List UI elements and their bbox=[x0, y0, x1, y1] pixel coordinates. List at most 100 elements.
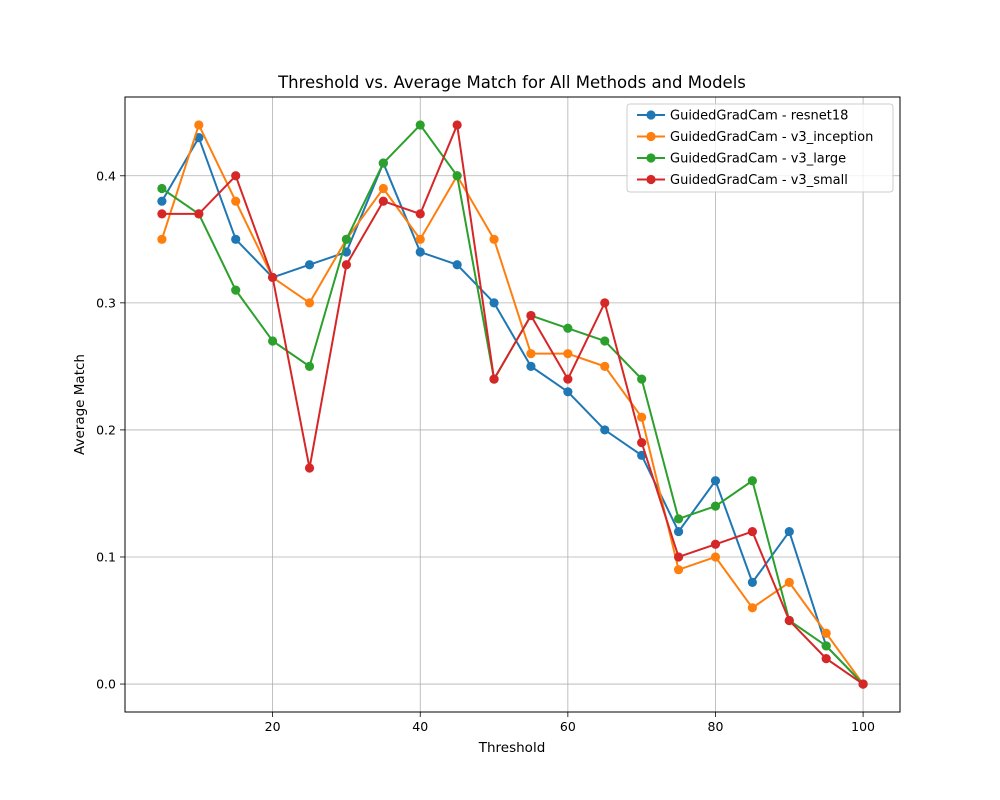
data-point bbox=[563, 323, 573, 333]
data-point bbox=[489, 298, 499, 308]
data-point bbox=[341, 234, 352, 244]
data-point bbox=[563, 374, 573, 384]
legend-item: GuidedGradCam - resnet18 bbox=[637, 109, 848, 124]
data-point bbox=[489, 374, 499, 384]
data-point bbox=[231, 171, 241, 181]
series-line bbox=[161, 123, 864, 685]
data-point bbox=[415, 209, 425, 219]
data-point bbox=[452, 260, 462, 270]
data-point bbox=[194, 133, 204, 143]
data-point bbox=[157, 234, 167, 244]
data-point bbox=[452, 120, 462, 130]
data-point bbox=[341, 260, 352, 270]
legend-label: GuidedGradCam - v3_inception bbox=[670, 130, 873, 145]
data-point bbox=[600, 361, 610, 371]
data-point bbox=[600, 336, 610, 346]
x-tick-label: 40 bbox=[412, 719, 428, 734]
data-point bbox=[157, 183, 167, 194]
data-point bbox=[710, 539, 721, 549]
y-axis-label: Average Match bbox=[72, 354, 88, 455]
data-point bbox=[821, 654, 831, 664]
series-4 bbox=[157, 120, 868, 689]
data-point bbox=[563, 387, 573, 397]
data-point bbox=[157, 209, 167, 219]
legend-marker bbox=[646, 174, 656, 185]
data-point bbox=[637, 412, 647, 422]
data-point bbox=[526, 349, 536, 359]
data-point bbox=[784, 526, 794, 537]
plot-frame bbox=[124, 96, 901, 713]
x-axis-label: Threshold bbox=[478, 740, 546, 756]
data-point bbox=[268, 336, 278, 346]
data-point bbox=[821, 628, 831, 638]
legend-label: GuidedGradCam - v3_large bbox=[670, 152, 846, 167]
data-point bbox=[637, 374, 647, 384]
data-point bbox=[231, 196, 241, 206]
legend-marker bbox=[646, 110, 656, 120]
data-point bbox=[231, 285, 241, 295]
data-point bbox=[526, 361, 536, 371]
chart-title: Threshold vs. Average Match for All Meth… bbox=[277, 73, 746, 92]
legend-item: GuidedGradCam - v3_large bbox=[637, 152, 846, 167]
data-point bbox=[673, 565, 684, 575]
legend-box bbox=[626, 103, 894, 193]
data-point bbox=[563, 349, 573, 359]
data-point bbox=[231, 234, 241, 244]
data-point bbox=[673, 552, 684, 562]
legend: GuidedGradCam - resnet18 GuidedGradCam - … bbox=[626, 103, 894, 193]
data-point bbox=[710, 501, 721, 511]
data-point bbox=[673, 526, 684, 537]
data-point bbox=[784, 577, 794, 587]
data-point bbox=[637, 450, 647, 460]
x-tick-label: 100 bbox=[851, 719, 875, 734]
data-point bbox=[378, 158, 388, 168]
data-point bbox=[304, 463, 315, 473]
data-point bbox=[415, 120, 425, 130]
y-tick-label: 0.3 bbox=[96, 295, 116, 310]
data-point bbox=[378, 196, 388, 206]
legend-marker bbox=[646, 131, 656, 142]
data-point bbox=[526, 310, 536, 321]
series-2 bbox=[157, 120, 868, 689]
data-point bbox=[821, 641, 831, 651]
data-point bbox=[600, 425, 610, 435]
data-point bbox=[268, 272, 278, 283]
data-point bbox=[194, 120, 204, 130]
x-tick-label: 80 bbox=[708, 719, 724, 734]
legend-marker bbox=[646, 153, 656, 163]
data-point bbox=[747, 577, 757, 587]
data-point bbox=[415, 234, 425, 244]
axis-ticks: 20 40 60 80 100 0.0 0.1 0.2 0.3 0.4 bbox=[96, 168, 875, 734]
data-point bbox=[710, 552, 721, 562]
data-point bbox=[600, 298, 610, 308]
data-point bbox=[304, 260, 315, 270]
series-line bbox=[160, 123, 864, 685]
x-tick-label: 60 bbox=[560, 719, 576, 734]
y-tick-label: 0.0 bbox=[96, 677, 116, 692]
data-point bbox=[304, 298, 315, 308]
data-point bbox=[304, 361, 315, 371]
y-tick-label: 0.1 bbox=[96, 549, 116, 564]
data-point bbox=[489, 234, 499, 244]
data-point bbox=[157, 196, 167, 206]
legend-label: GuidedGradCam - v3_small bbox=[670, 173, 848, 188]
x-tick-label: 20 bbox=[265, 719, 281, 734]
data-point bbox=[378, 183, 388, 194]
data-point bbox=[452, 171, 462, 181]
data-point bbox=[858, 679, 868, 689]
data-point bbox=[673, 514, 684, 524]
data-point bbox=[747, 526, 757, 537]
data-point bbox=[637, 438, 647, 448]
data-point bbox=[747, 476, 757, 486]
series-line bbox=[161, 136, 864, 685]
data-point bbox=[784, 615, 794, 626]
series-group bbox=[157, 120, 868, 689]
y-tick-label: 0.2 bbox=[96, 422, 116, 437]
legend-item: GuidedGradCam - v3_small bbox=[637, 173, 848, 188]
legend-label: GuidedGradCam - resnet18 bbox=[670, 109, 848, 124]
y-tick-label: 0.4 bbox=[96, 168, 116, 183]
legend-item: GuidedGradCam - v3_inception bbox=[637, 130, 873, 145]
data-point bbox=[710, 476, 721, 486]
data-point bbox=[194, 209, 204, 219]
